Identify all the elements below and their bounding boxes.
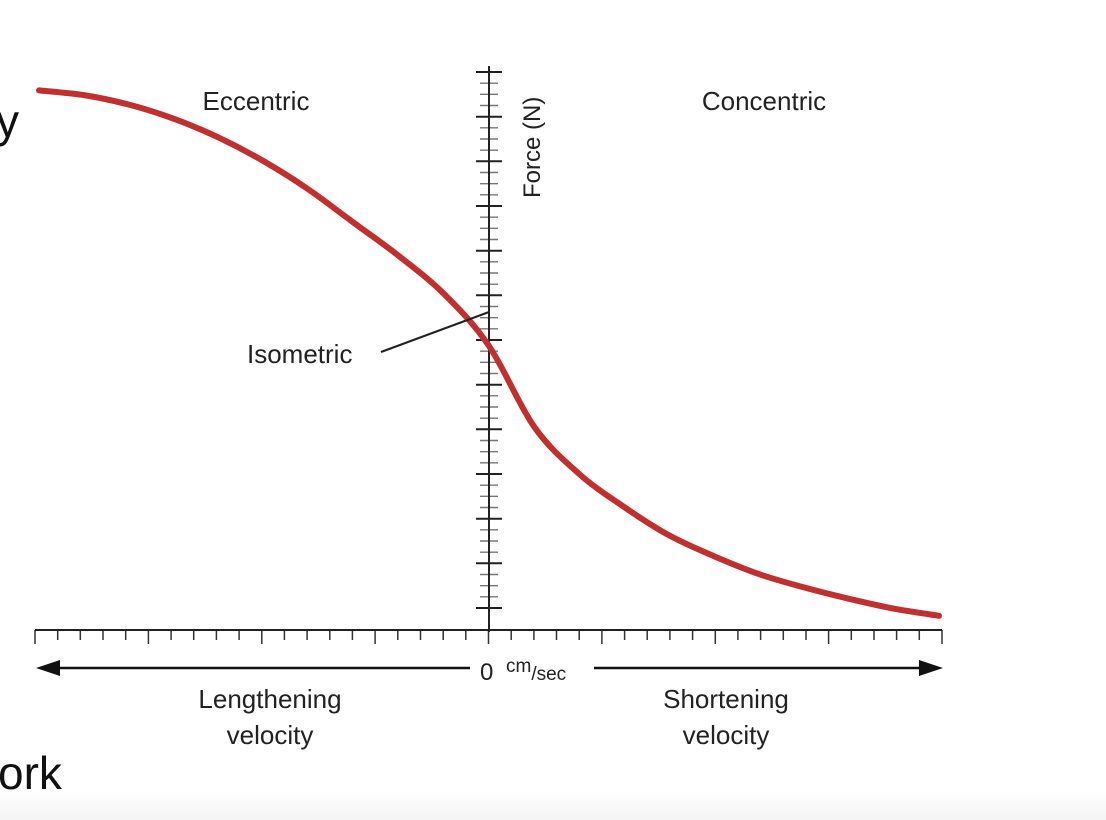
x-axis-ticks [34,630,943,644]
shortening-velocity-label-line1: Shortening [663,684,789,714]
shortening-velocity-label-line2: velocity [683,720,770,750]
x-unit-label: cm/sec [506,656,566,685]
isometric-leader-line [380,311,490,353]
x-origin-label: 0 [480,659,493,686]
velocity-arrow-left-head [36,660,60,676]
lengthening-velocity-label-line1: Lengthening [198,684,341,714]
lengthening-velocity-label-line2: velocity [227,720,314,750]
region-label-eccentric: Eccentric [203,86,310,116]
slide-text-fragment-top: y [0,95,19,147]
force-velocity-curve [36,87,942,619]
region-label-concentric: Concentric [702,86,826,116]
velocity-arrow-right-head [919,660,943,676]
x-unit-numerator: cm [506,656,531,677]
bottom-fade-strip [0,790,1106,820]
y-axis-title: Force (N) [519,97,546,198]
isometric-annotation: Isometric [247,339,352,369]
slide-text-fragment-bottom: ork [0,747,62,799]
x-unit-denominator: /sec [531,664,566,685]
